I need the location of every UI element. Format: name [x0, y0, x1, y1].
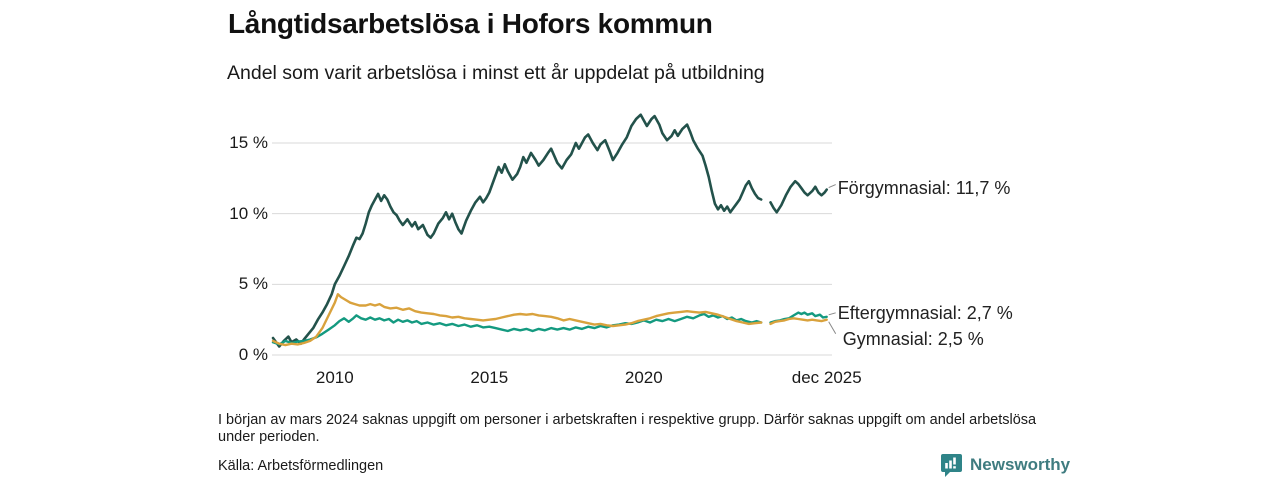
series-end-label-förgymnasial: Förgymnasial: 11,7 %: [837, 177, 1011, 198]
page-subtitle: Andel som varit arbetslösa i minst ett å…: [227, 62, 765, 84]
leader-line: [828, 312, 836, 316]
x-axis-tick-label: 2015: [470, 368, 509, 387]
footnote: I början av mars 2024 saknas uppgift om …: [218, 412, 1037, 446]
y-axis-tick-label: 0 %: [238, 345, 268, 364]
brand-logo: Newsworthy: [940, 453, 1070, 477]
x-axis-tick-label: dec 2025: [791, 368, 862, 387]
y-axis-tick-label: 10 %: [229, 203, 268, 223]
series-line-gymnasial: [271, 293, 828, 347]
y-axis-tick-label: 5 %: [238, 274, 268, 294]
series-end-label-gymnasial: Gymnasial: 2,5 %: [842, 328, 984, 349]
leader-line: [828, 184, 836, 189]
series-end-label-eftergymnasial: Eftergymnasial: 2,7 %: [837, 302, 1013, 323]
newsworthy-icon: [940, 453, 963, 477]
series-line-förgymnasial: [271, 113, 828, 348]
plot-area: [271, 113, 837, 356]
y-axis-tick-label: 15 %: [229, 133, 268, 152]
x-axis-tick-label: 2020: [624, 368, 663, 387]
x-axis-tick-label: 2010: [315, 368, 354, 387]
leader-line: [828, 321, 837, 334]
brand-name: Newsworthy: [970, 455, 1071, 474]
source-credit: Källa: Arbetsförmedlingen: [218, 458, 384, 474]
page-title: Långtidsarbetslösa i Hofors kommun: [228, 8, 713, 39]
